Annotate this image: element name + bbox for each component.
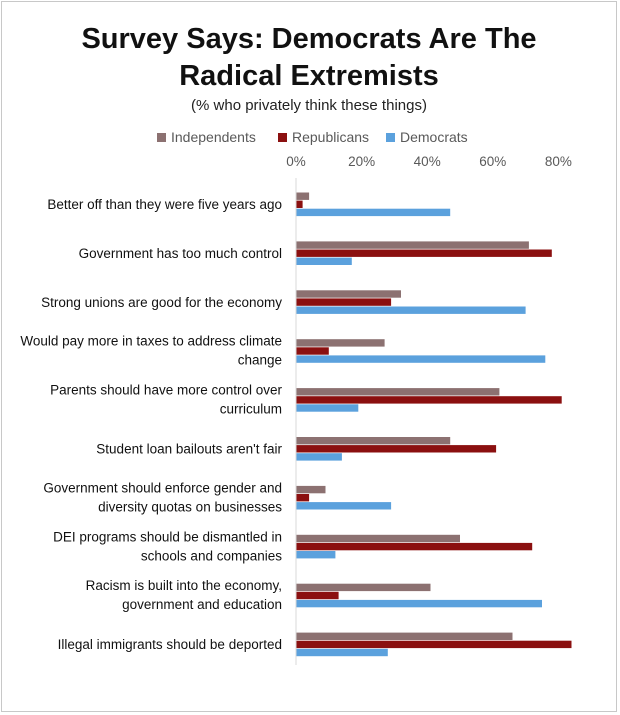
x-tick-label-2: 40% <box>414 154 441 169</box>
category-label-9: Illegal immigrants should be deported <box>58 637 282 652</box>
chart-title-line-1: Survey Says: Democrats Are The <box>81 23 536 55</box>
category-label-7-line-1: schools and companies <box>141 548 282 563</box>
bar-independents-7 <box>296 534 460 543</box>
bar-democrats-4 <box>296 404 359 412</box>
bar-republicans-2 <box>296 298 392 306</box>
legend-swatch-0 <box>157 133 166 142</box>
bar-democrats-8 <box>296 599 542 608</box>
category-label-2: Strong unions are good for the economy <box>41 295 282 310</box>
bar-democrats-9 <box>296 648 388 657</box>
x-tick-label-4: 80% <box>545 154 572 169</box>
x-tick-label-1: 20% <box>348 154 375 169</box>
category-label-8-line-0: Racism is built into the economy, <box>86 578 282 593</box>
category-label-6-line-1: diversity quotas on businesses <box>98 499 282 514</box>
category-label-3-line-0: Would pay more in taxes to address clima… <box>20 334 282 349</box>
bar-independents-3 <box>296 339 385 347</box>
bar-independents-8 <box>296 583 431 592</box>
category-label-4-line-1: curriculum <box>220 402 282 417</box>
bar-democrats-7 <box>296 551 336 559</box>
legend-label-0: Independents <box>171 129 256 145</box>
bar-republicans-8 <box>296 591 339 600</box>
chart-title-line-2: Radical Extremists <box>179 60 439 92</box>
category-label-8-line-1: government and education <box>122 597 282 612</box>
bar-republicans-7 <box>296 542 533 551</box>
category-label-6-line-0: Government should enforce gender and <box>43 480 282 495</box>
legend-label-1: Republicans <box>292 129 369 145</box>
category-label-4-line-0: Parents should have more control over <box>50 383 282 398</box>
bar-republicans-9 <box>296 640 572 649</box>
category-label-5: Student loan bailouts aren't fair <box>96 442 282 457</box>
bar-republicans-1 <box>296 249 552 257</box>
bar-democrats-6 <box>296 502 392 510</box>
bar-democrats-3 <box>296 355 546 363</box>
legend-label-2: Democrats <box>400 129 468 145</box>
bar-republicans-6 <box>296 494 310 502</box>
bar-independents-0 <box>296 192 310 200</box>
legend-swatch-2 <box>386 133 395 142</box>
category-label-7-line-0: DEI programs should be dismantled in <box>53 529 282 544</box>
chart-subtitle: (% who privately think these things) <box>191 97 427 114</box>
bar-independents-2 <box>296 290 401 298</box>
category-label-1: Government has too much control <box>79 246 282 261</box>
x-tick-label-0: 0% <box>286 154 306 169</box>
bar-independents-5 <box>296 437 451 445</box>
bar-independents-1 <box>296 241 529 249</box>
bar-republicans-0 <box>296 200 303 208</box>
bar-democrats-5 <box>296 453 342 461</box>
bar-democrats-2 <box>296 306 526 314</box>
bar-independents-9 <box>296 632 513 640</box>
x-tick-label-3: 60% <box>479 154 506 169</box>
bar-democrats-1 <box>296 257 352 265</box>
category-label-3-line-1: change <box>238 353 282 368</box>
bar-democrats-0 <box>296 208 451 217</box>
bar-republicans-3 <box>296 347 329 355</box>
category-label-0: Better off than they were five years ago <box>47 197 282 212</box>
bar-independents-4 <box>296 388 500 396</box>
bar-republicans-4 <box>296 396 562 404</box>
bar-republicans-5 <box>296 445 497 453</box>
legend-swatch-1 <box>278 133 287 142</box>
bar-independents-6 <box>296 485 326 494</box>
